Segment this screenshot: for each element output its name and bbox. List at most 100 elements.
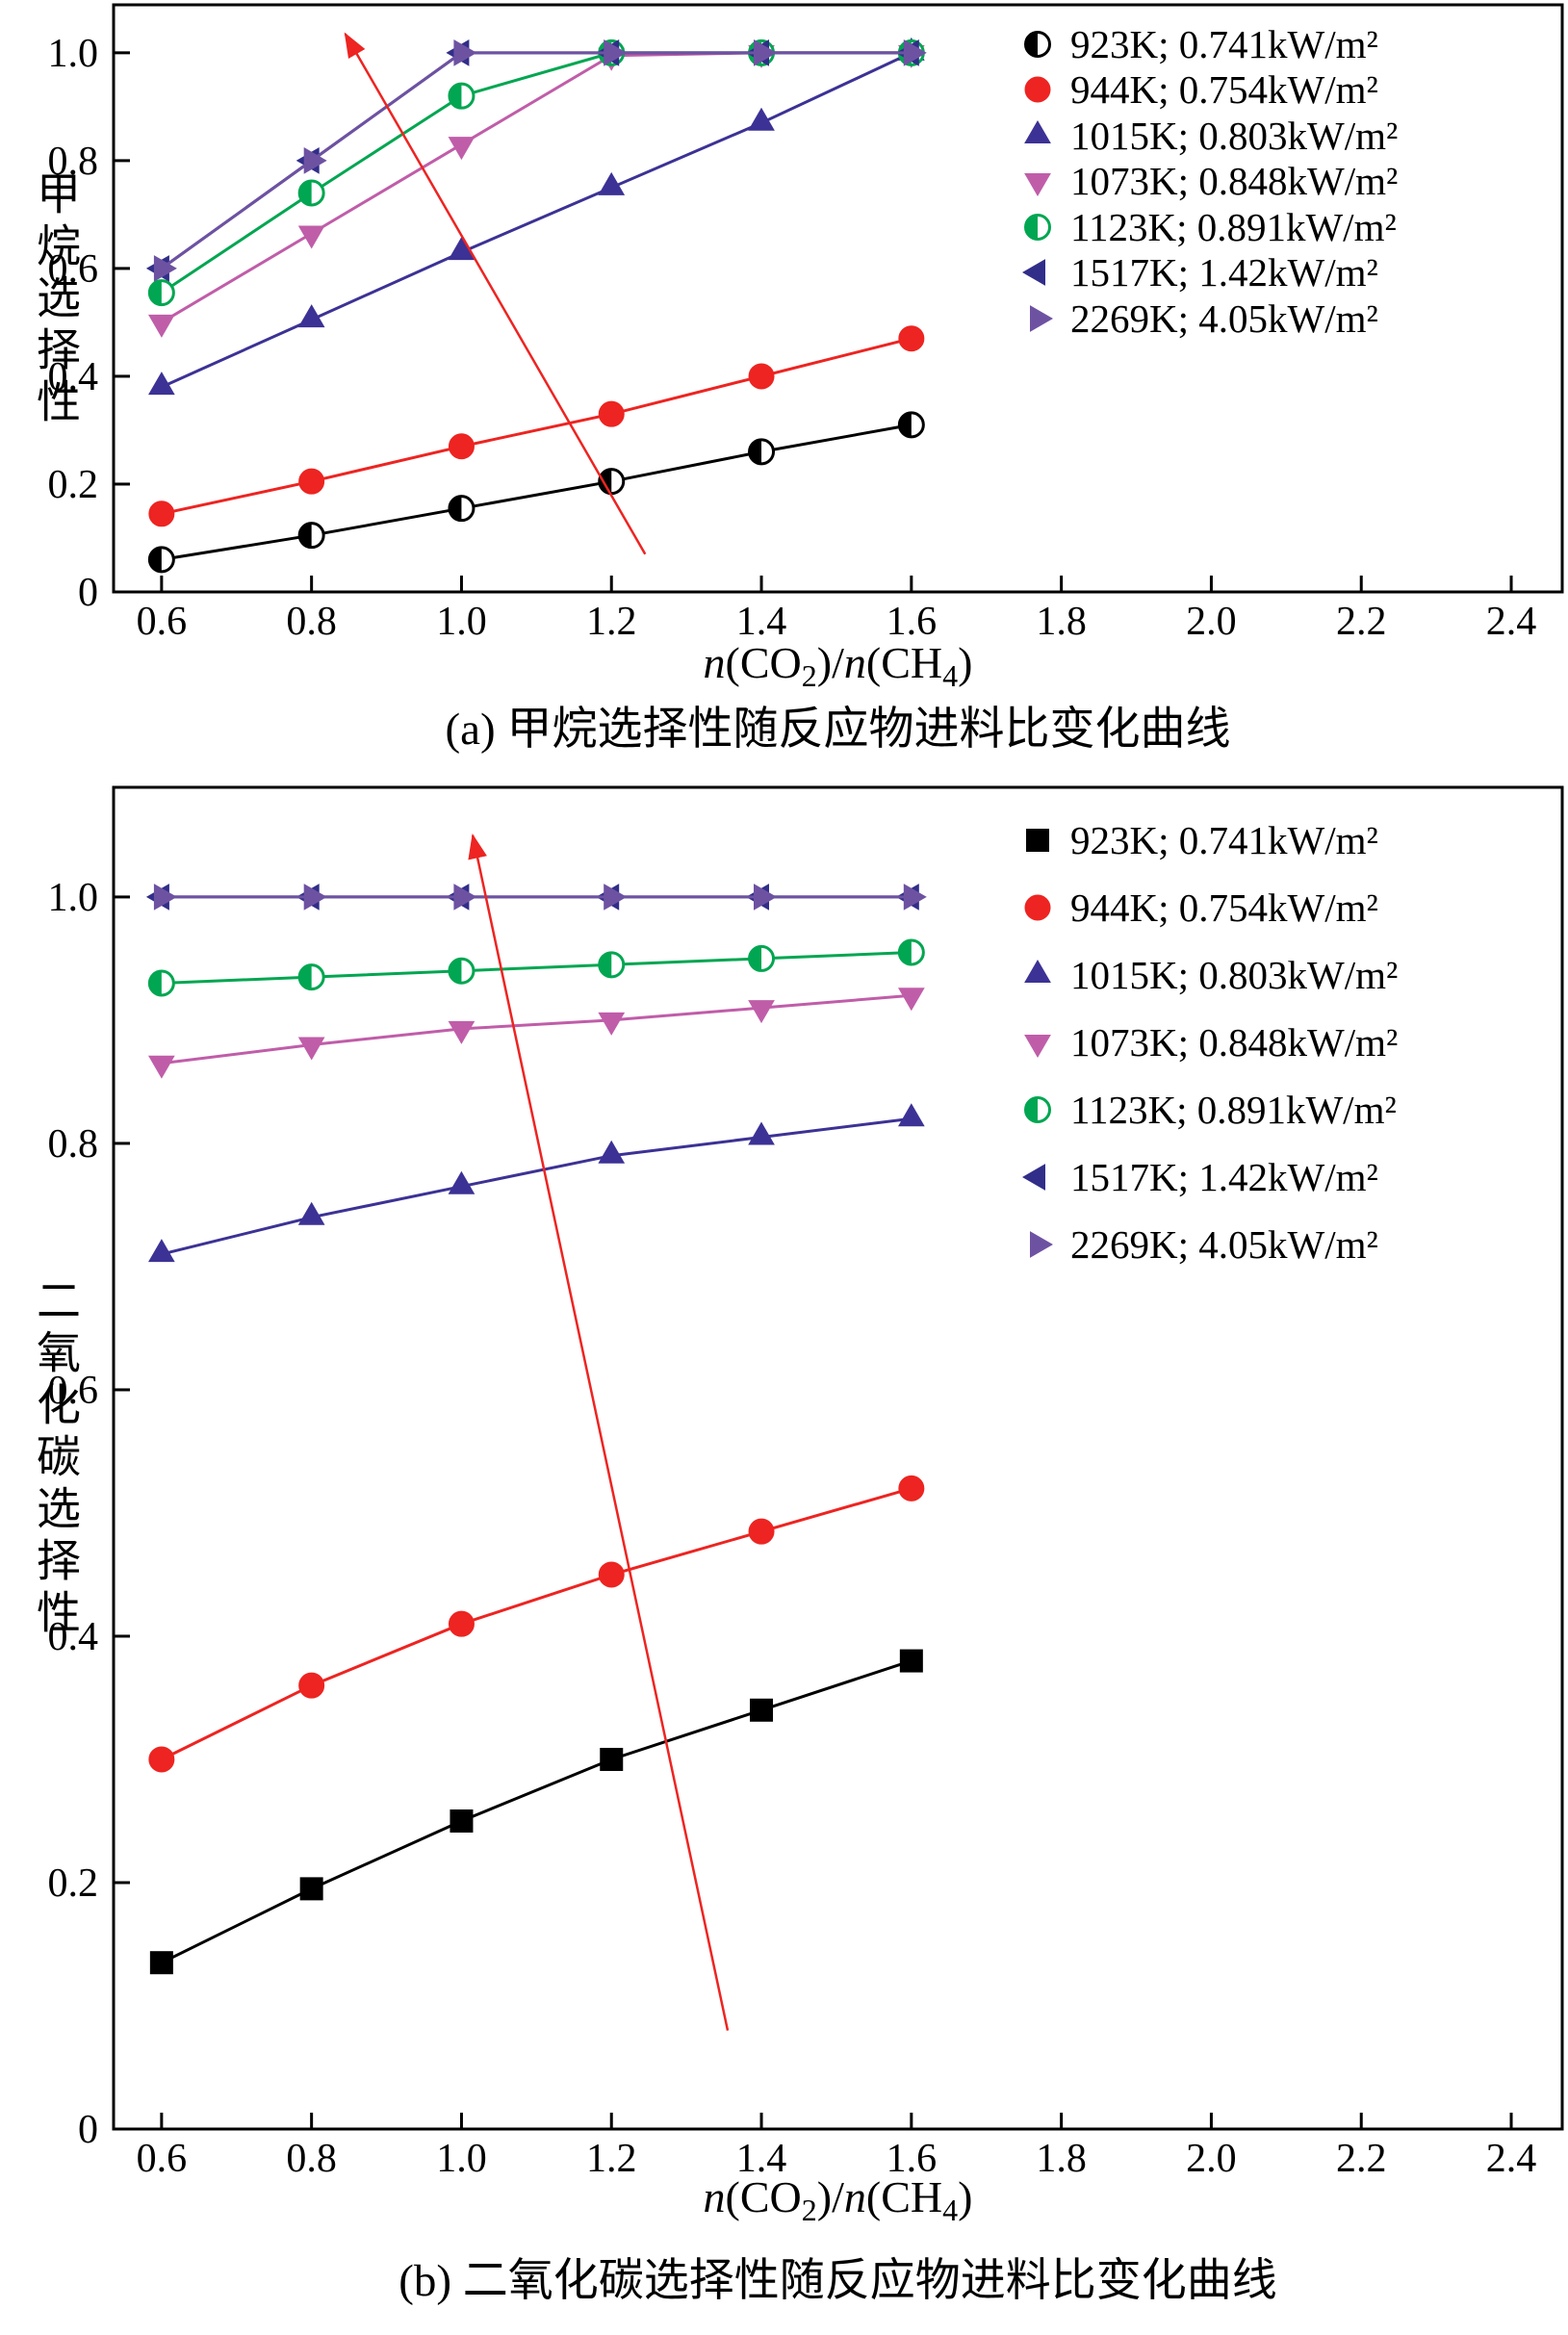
triangle-left-marker-icon xyxy=(1022,259,1045,287)
triangle-right-marker-icon xyxy=(303,884,327,911)
triangle-down-marker-icon xyxy=(598,1012,626,1036)
x-axis-title-segment: (CH xyxy=(865,638,943,687)
series-line xyxy=(161,1659,913,1964)
legend-item: 1517K; 1.42kW/m² xyxy=(1016,250,1398,296)
legend-label: 944K; 0.754kW/m² xyxy=(1070,67,1378,113)
circle-half-marker-icon xyxy=(147,279,175,307)
series-1015K xyxy=(148,1103,925,1263)
legend-label: 2269K; 4.05kW/m² xyxy=(1070,1222,1378,1267)
legend-label: 1123K; 0.891kW/m² xyxy=(1070,204,1397,249)
legend-item: 944K; 0.754kW/m² xyxy=(1016,67,1398,114)
x-axis-title-segment: n xyxy=(843,2172,866,2221)
series-line xyxy=(161,423,913,561)
series-line xyxy=(161,51,912,270)
circle-half-marker-icon xyxy=(448,957,476,985)
y-tick-label: 0 xyxy=(78,2108,98,2152)
y-tick-label: 0.4 xyxy=(48,1615,99,1659)
legend-triangle-left-icon xyxy=(1022,259,1045,287)
legend-label: 2269K; 4.05kW/m² xyxy=(1070,295,1378,341)
triangle-up-marker-icon xyxy=(148,372,175,396)
square-marker-icon xyxy=(899,1649,923,1673)
y-tick-label: 0.8 xyxy=(48,1122,99,1167)
y-axis-label-co2-selectivity: 二氧化碳选择性 xyxy=(31,1277,80,1641)
x-tick-label: 2.2 xyxy=(1336,600,1387,644)
series-923K xyxy=(149,1649,923,1975)
circle-marker-icon xyxy=(598,400,625,427)
circle-half-marker-icon xyxy=(598,468,626,496)
x-axis-title-a: n(CO2)/n(CH4) xyxy=(114,637,1562,694)
x-axis-title-segment: ) xyxy=(958,2172,973,2221)
series-line xyxy=(161,1116,912,1256)
circle-half-marker-icon xyxy=(748,944,776,972)
circle-marker-icon xyxy=(148,1746,175,1773)
series-line xyxy=(161,51,912,270)
legend-circle-half-icon xyxy=(1024,1096,1051,1123)
legend-triangle-down-icon xyxy=(1024,173,1051,197)
series-923K xyxy=(147,411,925,574)
y-tick-label: 0.4 xyxy=(48,355,99,399)
legend-label: 1015K; 0.803kW/m² xyxy=(1070,953,1399,997)
circle-half-marker-icon xyxy=(448,495,476,523)
x-tick-label: 0.8 xyxy=(286,2137,337,2181)
legend-label: 1073K; 0.848kW/m² xyxy=(1070,159,1399,204)
chart-panel-b: 0.6 0.8 1.0 1.2 1.4 1.6 1.8 2.0 2.2 2.4 0 0.2 0.4 0.6… xyxy=(48,785,1564,2181)
x-tick-label: 2.2 xyxy=(1336,2137,1387,2181)
circle-half-marker-icon xyxy=(1024,1096,1051,1123)
legend-item: 2269K; 4.05kW/m² xyxy=(1016,295,1398,342)
square-marker-icon xyxy=(750,1698,774,1722)
circle-half-marker-icon xyxy=(748,438,776,466)
legend-triangle-up-icon xyxy=(1024,960,1051,983)
triangle-down-marker-icon xyxy=(297,225,325,249)
y-tick-label: 0.6 xyxy=(48,247,99,292)
y-tick-label: 0.2 xyxy=(48,1861,99,1906)
x-tick-label: 2.4 xyxy=(1486,2137,1537,2181)
circle-half-marker-icon xyxy=(297,963,325,991)
legend-triangle-right-icon xyxy=(1030,1231,1053,1258)
circle-half-marker-icon xyxy=(147,546,175,574)
legend-label: 923K; 0.741kW/m² xyxy=(1070,818,1378,862)
circle-marker-icon xyxy=(748,1518,775,1545)
circle-marker-icon xyxy=(598,1561,625,1588)
legend-item: 923K; 0.741kW/m² xyxy=(1016,807,1398,874)
x-tick-label: 1.2 xyxy=(586,2137,637,2181)
legend-item: 1015K; 0.803kW/m² xyxy=(1016,941,1398,1009)
series-1123K xyxy=(147,938,925,997)
series-line xyxy=(161,993,912,1065)
x-tick-label: 0.6 xyxy=(137,2137,188,2181)
triangle-right-marker-icon xyxy=(1030,1231,1053,1258)
x-axis-title-segment: (CH xyxy=(865,2172,943,2221)
triangle-right-marker-icon xyxy=(153,255,177,282)
triangle-up-marker-icon xyxy=(297,1201,325,1225)
legend-circle-icon xyxy=(1024,76,1051,103)
legend-item: 1015K; 0.803kW/m² xyxy=(1016,113,1398,159)
triangle-down-marker-icon xyxy=(1024,1035,1051,1058)
circle-marker-icon xyxy=(298,468,325,495)
x-axis-title-segment: )/ xyxy=(816,2172,844,2221)
series-944K xyxy=(148,1475,925,1773)
x-tick-label: 1.4 xyxy=(736,600,787,644)
legend-triangle-down-icon xyxy=(1024,1035,1051,1058)
x-axis-title-segment: n xyxy=(843,638,866,687)
x-axis-title-segment: n xyxy=(703,2172,726,2221)
legend-item: 1517K; 1.42kW/m² xyxy=(1016,1143,1398,1211)
x-axis-title-segment: n xyxy=(703,638,726,687)
plot-border xyxy=(112,3,1564,594)
y-tick-label: 1.0 xyxy=(48,876,99,920)
circle-half-marker-icon xyxy=(448,82,476,110)
y-tick-label: 1.0 xyxy=(48,32,99,76)
legend-item: 923K; 0.741kW/m² xyxy=(1016,21,1398,67)
circle-half-marker-icon xyxy=(1024,213,1051,241)
y-axis-label-methane-selectivity: 甲烷选择性 xyxy=(31,170,80,430)
x-axis-title-b: n(CO2)/n(CH4) xyxy=(114,2171,1562,2228)
x-axis-title-segment: )/ xyxy=(816,638,844,687)
series-line xyxy=(161,337,913,516)
legend-label: 1123K; 0.891kW/m² xyxy=(1070,1088,1397,1132)
circle-marker-icon xyxy=(1024,76,1051,103)
trend-arrow xyxy=(344,32,647,555)
x-tick-label: 1.2 xyxy=(586,600,637,644)
triangle-right-marker-icon xyxy=(754,884,777,911)
x-tick-label: 1.0 xyxy=(436,2137,487,2181)
legend-square-icon xyxy=(1026,829,1049,852)
